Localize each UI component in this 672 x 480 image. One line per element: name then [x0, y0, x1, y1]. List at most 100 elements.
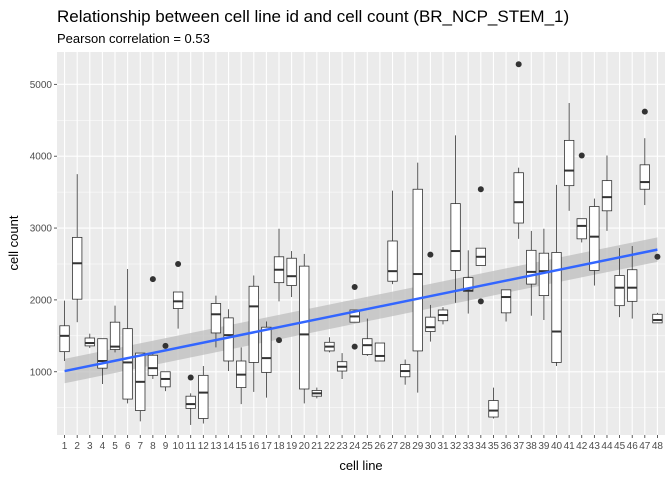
box-46	[627, 246, 638, 319]
outlier-point	[641, 108, 648, 115]
outlier-point	[477, 186, 484, 193]
box-34	[475, 186, 486, 305]
trend-line-group	[64, 248, 658, 373]
iqr-box	[59, 325, 70, 353]
box-20	[299, 253, 310, 404]
x-tick-label: 28	[400, 441, 412, 452]
x-tick-label: 47	[639, 441, 651, 452]
x-tick-label: 21	[311, 441, 323, 452]
x-tick-label: 5	[112, 441, 118, 452]
box-16	[248, 275, 259, 392]
x-tick-label: 18	[273, 441, 285, 452]
outlier-point	[654, 253, 661, 260]
iqr-box	[639, 164, 650, 190]
iqr-box	[627, 269, 638, 302]
box-27	[387, 190, 398, 285]
box-5	[109, 305, 121, 353]
iqr-box	[84, 337, 95, 347]
y-tick-label: 1000	[30, 367, 53, 378]
box-7	[135, 352, 146, 422]
iqr-box	[589, 206, 600, 271]
iqr-box	[122, 328, 133, 400]
y-tick-label: 3000	[30, 224, 53, 235]
box-41	[564, 103, 575, 211]
x-axis-title: cell line	[339, 458, 382, 473]
x-tick-label: 34	[475, 441, 487, 452]
box-21	[311, 387, 322, 399]
x-tick-label: 30	[425, 441, 437, 452]
x-tick-label: 33	[463, 441, 475, 452]
box-48	[652, 253, 663, 324]
box-9	[160, 342, 171, 392]
x-tick-label: 11	[186, 441, 197, 452]
x-tick-label: 38	[526, 441, 538, 452]
iqr-box	[576, 218, 587, 240]
iqr-box	[362, 338, 373, 355]
box-24	[349, 283, 360, 350]
outlier-point	[515, 61, 522, 68]
iqr-box	[601, 180, 613, 212]
y-tick-label: 4000	[30, 152, 53, 163]
box-26	[374, 342, 386, 362]
box-series	[59, 61, 663, 425]
trend-line	[64, 248, 658, 373]
box-19	[286, 251, 297, 298]
box-44	[601, 155, 613, 231]
x-tick-label: 40	[551, 441, 563, 452]
box-35	[488, 387, 499, 419]
x-tick-label: 10	[173, 441, 185, 452]
box-8	[147, 276, 158, 379]
box-2	[72, 174, 83, 323]
x-tick-label: 19	[286, 441, 298, 452]
x-tick-label: 22	[324, 441, 336, 452]
iqr-box	[248, 285, 259, 363]
box-3	[84, 333, 95, 349]
iqr-box	[564, 139, 575, 187]
outlier-point	[351, 343, 358, 350]
iqr-box	[261, 326, 272, 373]
x-tick-label: 41	[564, 441, 576, 452]
box-36	[500, 289, 512, 322]
box-31	[437, 307, 449, 325]
x-tick-label: 24	[349, 441, 361, 452]
box-23	[336, 353, 348, 379]
box-22	[324, 337, 335, 353]
box-4	[97, 338, 108, 384]
iqr-box	[185, 395, 196, 409]
box-45	[614, 248, 625, 318]
y-axis-title: cell count	[6, 215, 21, 270]
x-tick-label: 46	[627, 441, 639, 452]
x-tick-label: 20	[299, 441, 311, 452]
box-42	[576, 152, 587, 243]
box-38	[526, 230, 537, 316]
iqr-box	[526, 249, 537, 285]
x-tick-label: 27	[387, 441, 399, 452]
box-40	[551, 184, 562, 367]
x-tick-label: 25	[362, 441, 374, 452]
iqr-box	[72, 236, 83, 300]
x-tick-label: 12	[198, 441, 210, 452]
box-11	[185, 374, 196, 425]
x-tick-label: 44	[601, 441, 613, 452]
iqr-box	[614, 275, 625, 307]
iqr-box	[210, 303, 222, 334]
x-tick-label: 35	[488, 441, 500, 452]
box-47	[639, 108, 650, 206]
box-15	[236, 347, 247, 405]
iqr-box	[425, 316, 436, 332]
chart-subtitle: Pearson correlation = 0.53	[57, 31, 210, 46]
x-tick-label: 17	[261, 441, 273, 452]
outlier-point	[149, 276, 156, 283]
iqr-box	[374, 342, 386, 362]
box-1	[59, 300, 70, 361]
outlier-point	[578, 152, 585, 159]
box-6	[122, 269, 133, 404]
outlier-point	[477, 298, 484, 305]
iqr-box	[412, 188, 423, 352]
x-tick-label: 31	[437, 441, 449, 452]
outlier-point	[276, 337, 283, 344]
x-tick-label: 4	[100, 441, 106, 452]
x-tick-label: 8	[150, 441, 156, 452]
x-tick-label: 13	[210, 441, 222, 452]
x-tick-label: 32	[450, 441, 462, 452]
